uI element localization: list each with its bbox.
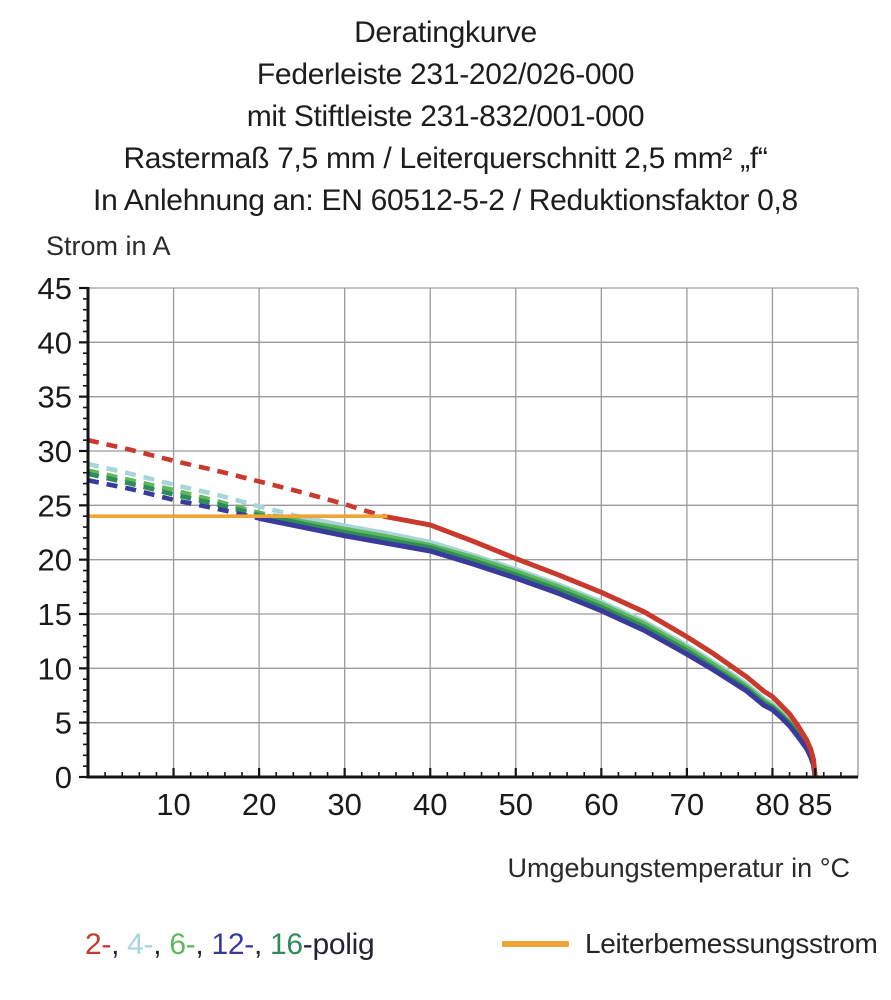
poles-legend: 2-, 4-, 6-, 12-, 16-polig bbox=[85, 928, 375, 962]
y-tick-label: 40 bbox=[38, 325, 72, 360]
x-tick-label: 30 bbox=[327, 787, 361, 822]
y-tick-label: 5 bbox=[55, 706, 72, 741]
curve-12-polig-dashed bbox=[87, 478, 260, 521]
x-tick-label: 40 bbox=[413, 787, 447, 822]
curve-12-polig-solid bbox=[258, 515, 818, 778]
y-axis-title: Strom in A bbox=[46, 231, 171, 261]
curve-16-polig-solid bbox=[267, 513, 818, 778]
title-line-2: Federleiste 231-202/026-000 bbox=[256, 58, 635, 91]
legend-pole-4-polig: 4- bbox=[127, 928, 154, 961]
title-line-1: Deratingkurve bbox=[354, 16, 537, 49]
legend-separator: , bbox=[253, 928, 271, 961]
legend-separator: , bbox=[153, 928, 170, 961]
chart-title-block: Deratingkurve Federleiste 231-202/026-00… bbox=[0, 12, 891, 222]
curve-2-polig-solid bbox=[382, 513, 818, 778]
legend-separator: , bbox=[111, 928, 128, 961]
title-line-5: In Anlehnung an: EN 60512-5-2 / Reduktio… bbox=[93, 184, 798, 217]
curve-2-polig-dashed bbox=[87, 437, 384, 519]
x-tick-label: 80 bbox=[755, 787, 789, 822]
legend-pole-12-polig: 12- bbox=[211, 928, 254, 961]
y-tick-label: 10 bbox=[38, 651, 72, 686]
x-tick-label: 50 bbox=[499, 787, 533, 822]
curve-6-polig-solid bbox=[275, 513, 818, 778]
reference-legend-label: Leiterbemessungsstrom bbox=[585, 928, 878, 959]
legend-pole-6-polig: 6- bbox=[169, 928, 196, 961]
y-tick-label: 25 bbox=[38, 488, 72, 523]
y-tick-label: 0 bbox=[55, 760, 72, 795]
y-tick-label: 20 bbox=[38, 543, 72, 578]
x-tick-label: 20 bbox=[242, 787, 276, 822]
curve-16-polig-dashed bbox=[87, 471, 268, 519]
y-tick-label: 30 bbox=[38, 434, 72, 469]
legend-row: 2-, 4-, 6-, 12-, 16-polig Leiterbemessun… bbox=[0, 928, 891, 972]
reference-legend: Leiterbemessungsstrom bbox=[502, 928, 878, 960]
curve-4-polig-dashed bbox=[87, 461, 299, 519]
curve-6-polig-dashed bbox=[87, 468, 277, 519]
y-tick-label: 45 bbox=[38, 271, 72, 306]
x-axis-title: Umgebungstemperatur in °C bbox=[507, 853, 850, 883]
legend-suffix: -polig bbox=[302, 928, 375, 961]
y-tick-label: 15 bbox=[38, 597, 72, 632]
legend-separator: , bbox=[195, 928, 212, 961]
x-tick-label: 85 bbox=[798, 787, 832, 822]
legend-pole-16-polig: 16 bbox=[270, 928, 303, 961]
title-line-4: Rastermaß 7,5 mm / Leiterquerschnitt 2,5… bbox=[123, 142, 768, 175]
x-tick-label: 60 bbox=[584, 787, 618, 822]
x-tick-label: 70 bbox=[670, 787, 704, 822]
legend-pole-2-polig: 2- bbox=[85, 928, 112, 961]
curve-4-polig-solid bbox=[297, 513, 818, 778]
x-tick-label: 10 bbox=[156, 787, 190, 822]
title-line-3: mit Stiftleiste 231-832/001-000 bbox=[246, 100, 645, 133]
y-tick-label: 35 bbox=[38, 380, 72, 415]
reference-line-swatch-icon bbox=[502, 941, 569, 947]
